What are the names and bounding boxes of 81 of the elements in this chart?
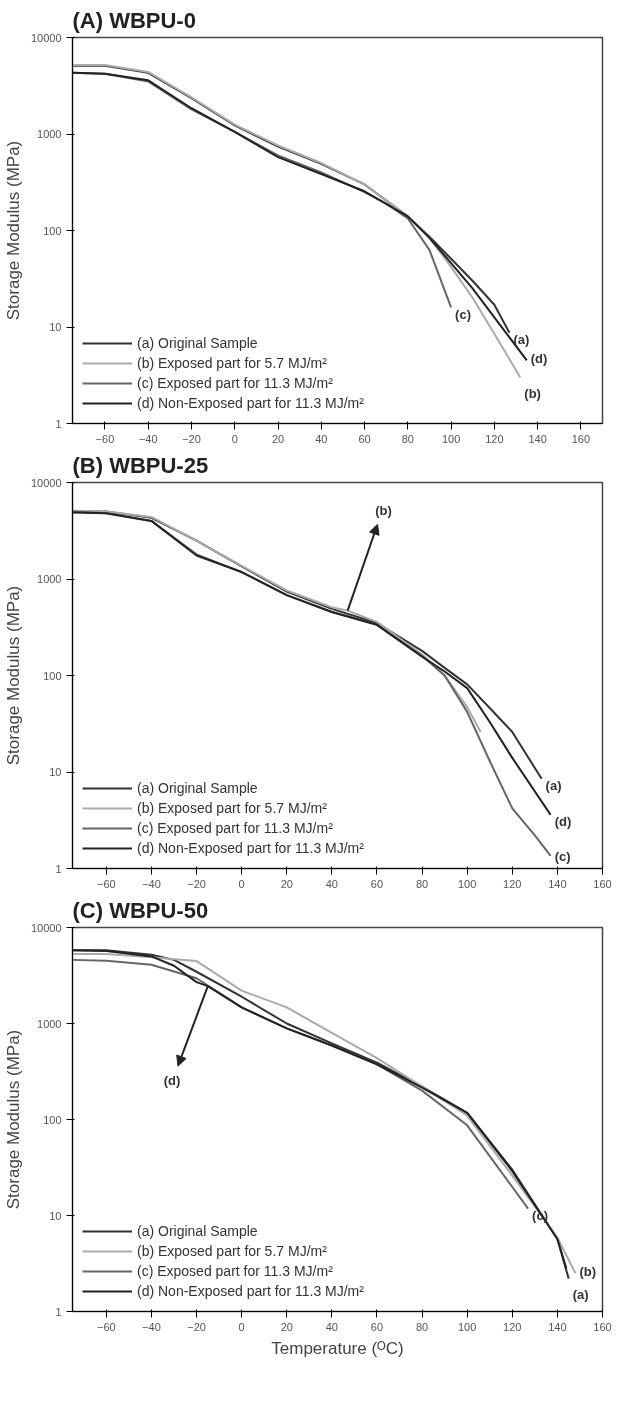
- annotation: (a): [572, 1287, 589, 1303]
- x-tick-label: 80: [415, 877, 429, 890]
- y-tick-label: 10000: [30, 31, 62, 44]
- annotation: (b): [524, 385, 541, 401]
- y-tick-label: 1000: [37, 1017, 62, 1030]
- y-tick-label: 100: [43, 669, 62, 682]
- legend-label: (c) Exposed part for 11.3 MJ/m²: [137, 820, 333, 836]
- x-tick-label: −40: [142, 1320, 161, 1333]
- annotation: (a): [545, 778, 562, 794]
- x-tick-label: 100: [458, 877, 477, 890]
- annotation: (a): [513, 332, 530, 348]
- y-tick-label: 10: [49, 321, 62, 333]
- chart-title: (A) WBPU-0: [72, 7, 196, 33]
- legend-label: (c) Exposed part for 11.3 MJ/m²: [137, 375, 333, 391]
- annotation: (d): [554, 814, 572, 830]
- annotation: (c): [554, 849, 571, 865]
- y-tick-label: 10000: [30, 921, 62, 934]
- y-tick-label: 10: [49, 766, 62, 778]
- legend-label: (b) Exposed part for 5.7 MJ/m²: [137, 800, 327, 816]
- y-tick-label: 1: [55, 417, 62, 430]
- x-tick-label: 160: [593, 1320, 612, 1333]
- x-tick-label: 120: [503, 877, 522, 890]
- legend-label: (d) Non-Exposed part for 11.3 MJ/m²: [137, 395, 364, 411]
- legend-label: (b) Exposed part for 5.7 MJ/m²: [137, 355, 327, 371]
- y-axis-title: Storage Modulus (MPa): [3, 585, 23, 766]
- x-tick-label: 20: [271, 432, 285, 445]
- x-tick-label: 140: [548, 1320, 567, 1333]
- y-axis-title: Storage Modulus (MPa): [3, 1029, 23, 1210]
- legend-label: (b) Exposed part for 5.7 MJ/m²: [137, 1243, 327, 1259]
- x-tick-label: −60: [95, 432, 115, 445]
- x-tick-label: −60: [97, 877, 116, 890]
- legend-label: (a) Original Sample: [137, 1223, 258, 1239]
- x-tick-label: −60: [97, 1320, 116, 1333]
- annotation: (c): [455, 306, 471, 322]
- y-tick-label: 1000: [37, 573, 62, 585]
- x-tick-label: 140: [528, 432, 547, 445]
- annotation: (b): [375, 502, 392, 518]
- x-tick-label: 20: [280, 1320, 293, 1333]
- x-tick-label: 0: [231, 432, 238, 445]
- x-tick-label: 60: [370, 1320, 384, 1333]
- x-tick-label: 120: [485, 432, 504, 445]
- x-tick-label: 80: [401, 432, 414, 445]
- x-tick-label: 100: [441, 432, 461, 445]
- y-tick-label: 10000: [30, 476, 62, 489]
- x-tick-label: 40: [325, 877, 338, 890]
- x-tick-label: 60: [370, 877, 384, 890]
- x-tick-label: 0: [238, 877, 245, 890]
- x-tick-label: 40: [315, 432, 328, 445]
- x-tick-label: −20: [182, 432, 201, 445]
- x-tick-label: 160: [593, 877, 612, 890]
- x-tick-label: 60: [358, 432, 371, 445]
- y-tick-label: 100: [43, 1113, 62, 1126]
- y-tick-label: 1: [55, 1305, 62, 1318]
- y-tick-label: 1000: [37, 128, 62, 140]
- x-tick-label: −20: [187, 877, 206, 890]
- x-tick-label: 40: [325, 1320, 338, 1333]
- x-axis-title: Temperature (ᴼC): [271, 1338, 404, 1358]
- x-tick-label: 0: [238, 1320, 245, 1333]
- legend-label: (c) Exposed part for 11.3 MJ/m²: [137, 1263, 333, 1279]
- x-tick-label: 100: [458, 1320, 477, 1333]
- legend-label: (d) Non-Exposed part for 11.3 MJ/m²: [137, 1283, 364, 1299]
- y-tick-label: 100: [43, 224, 62, 237]
- x-tick-label: −20: [187, 1320, 206, 1333]
- y-tick-label: 1: [55, 862, 62, 875]
- legend-label: (d) Non-Exposed part for 11.3 MJ/m²: [137, 840, 364, 856]
- x-tick-label: 160: [571, 432, 591, 445]
- x-tick-label: 140: [548, 877, 567, 890]
- x-tick-label: −40: [138, 432, 158, 445]
- x-tick-label: 120: [503, 1320, 522, 1333]
- annotation: (d): [163, 1072, 181, 1088]
- chart-title: (C) WBPU-50: [72, 897, 209, 923]
- y-axis-title: Storage Modulus (MPa): [3, 140, 23, 321]
- y-tick-label: 10: [49, 1209, 62, 1222]
- legend-label: (a) Original Sample: [137, 335, 258, 351]
- x-tick-label: −40: [142, 877, 161, 890]
- legend-label: (a) Original Sample: [137, 780, 258, 796]
- x-tick-label: 80: [415, 1320, 429, 1333]
- chart-title: (B) WBPU-25: [72, 452, 209, 478]
- annotation: (b): [579, 1263, 597, 1279]
- annotation: (d): [530, 350, 548, 366]
- x-tick-label: 20: [280, 877, 293, 890]
